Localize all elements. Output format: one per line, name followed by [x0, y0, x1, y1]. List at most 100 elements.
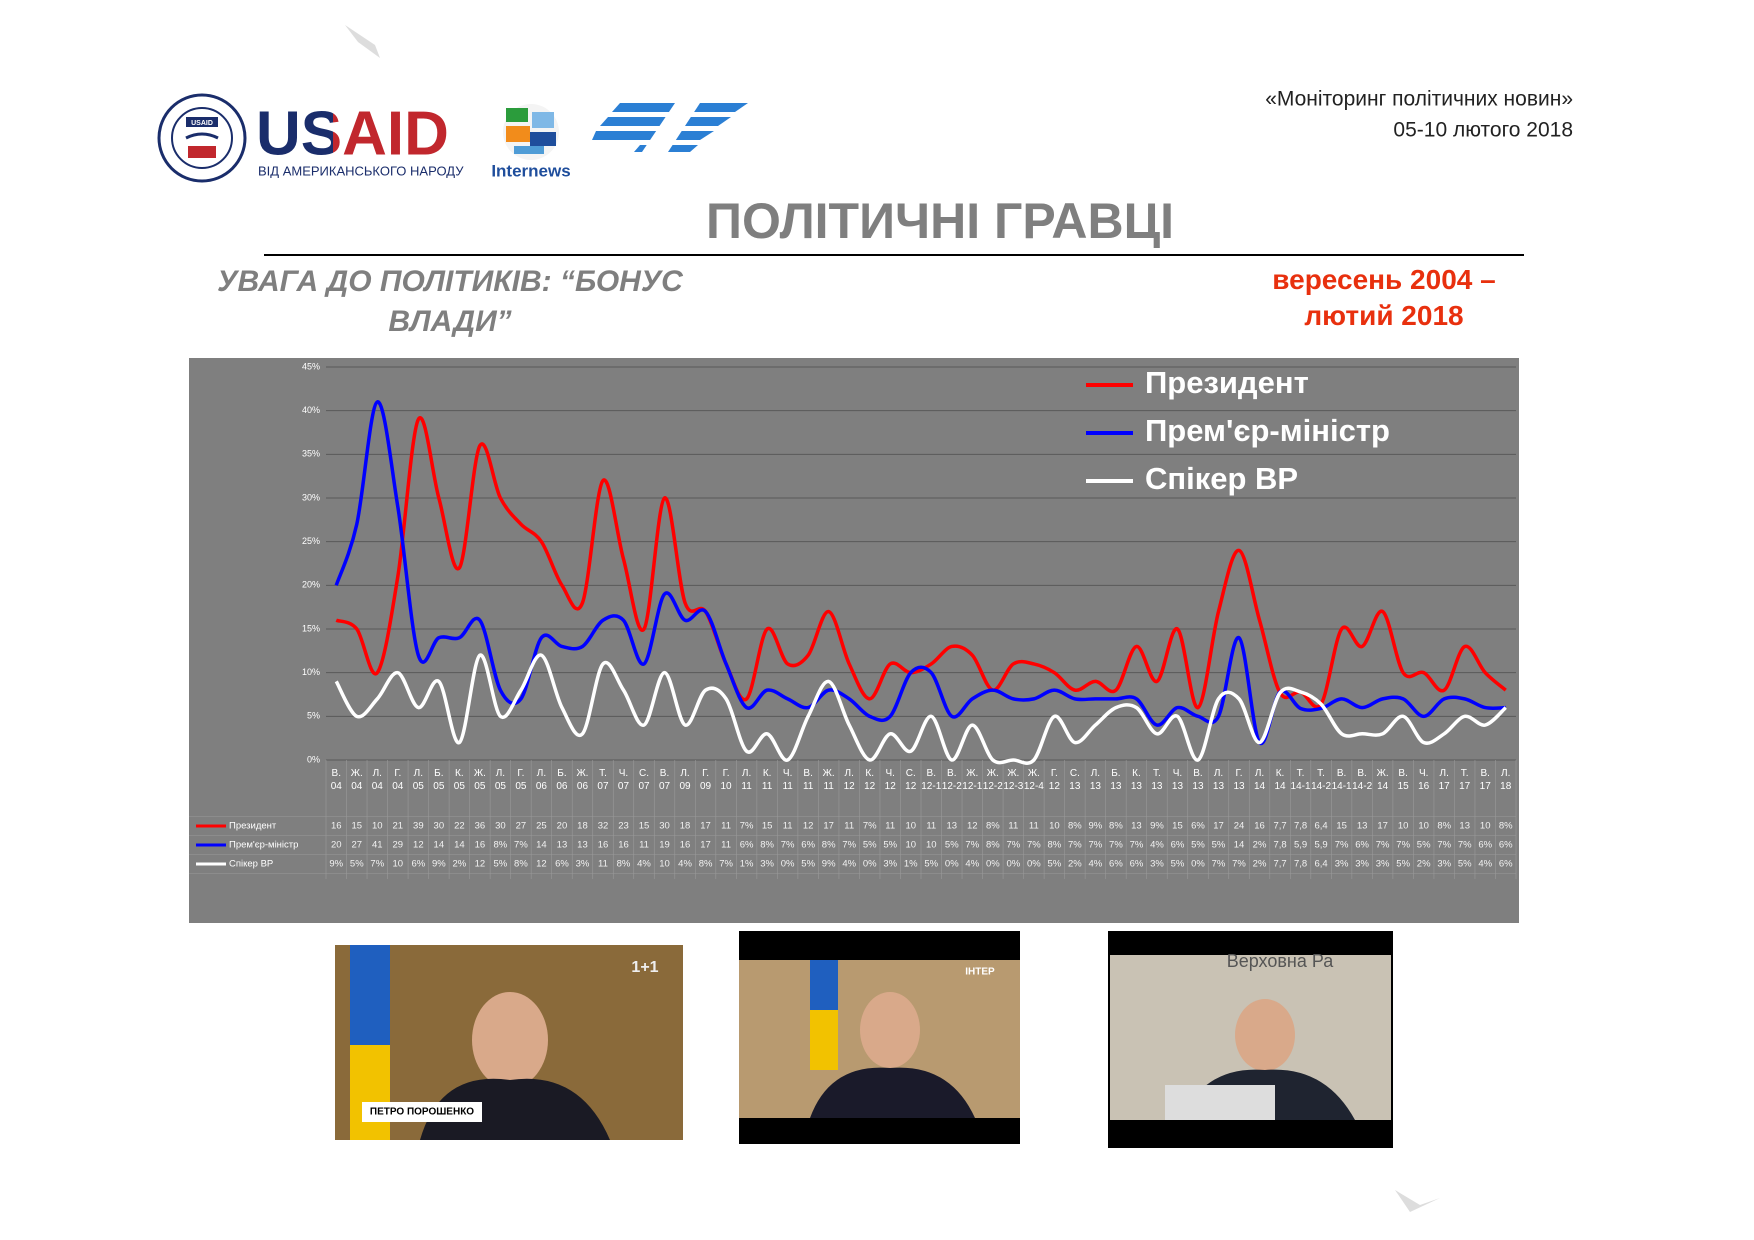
x-tick-label: Ж. 04: [350, 768, 363, 792]
table-value: 11: [721, 821, 731, 832]
table-value: 12: [536, 859, 547, 870]
header-project: «Моніторинг політичних новин»: [1265, 88, 1573, 111]
table-value: 15: [639, 821, 650, 832]
usaid-seal: USAID: [157, 93, 247, 183]
table-value: 11: [783, 821, 793, 832]
table-value: 8%: [986, 840, 1000, 851]
page-title: ПОЛІТИЧНІ ГРАВЦІ: [706, 193, 1174, 249]
table-value: 9%: [1089, 821, 1103, 832]
table-value: 5%: [945, 840, 959, 851]
table-value: 7%: [965, 840, 979, 851]
table-value: 6,4: [1314, 859, 1327, 870]
table-value: 7,8: [1294, 821, 1307, 832]
table-value: 2%: [452, 859, 466, 870]
y-tick-label: 45%: [302, 361, 320, 371]
x-tick-label: Г. 04: [392, 768, 404, 792]
seal-text: USAID: [191, 120, 213, 127]
table-value: 17: [700, 840, 711, 851]
table-value: 10: [372, 821, 383, 832]
table-value: 16: [475, 840, 486, 851]
table-value: 5%: [1047, 859, 1061, 870]
table-value: 7%: [842, 840, 856, 851]
table-value: 11: [1029, 821, 1039, 832]
table-value: 21: [393, 821, 404, 832]
x-tick-label: С. 07: [638, 768, 650, 792]
table-value: 4%: [842, 859, 856, 870]
table-value: 11: [1008, 821, 1018, 832]
table-value: 10: [1049, 821, 1060, 832]
legend-label: Прем'єр-міністр: [1145, 413, 1390, 448]
table-value: 3%: [576, 859, 590, 870]
series-line: [334, 653, 1507, 765]
table-value: 25: [536, 821, 547, 832]
table-value: 15: [351, 821, 362, 832]
table-value: 17: [700, 821, 711, 832]
x-tick-label: Т. 07: [597, 768, 609, 792]
x-tick-label: Л. 13: [1089, 768, 1101, 792]
table-row-label: Спікер ВР: [229, 859, 273, 870]
table-value: 13: [1131, 821, 1142, 832]
table-value: 0%: [781, 859, 795, 870]
table-value: 7%: [1376, 840, 1390, 851]
table-value: 7%: [1109, 840, 1123, 851]
table-value: 6%: [740, 840, 754, 851]
photo-channel: 1+1: [631, 959, 658, 976]
usaid-tagline: ВІД АМЕРИКАНСЬКОГО НАРОДУ: [258, 163, 464, 178]
table-value: 20: [557, 821, 568, 832]
x-tick-label: В. 11: [802, 768, 814, 792]
x-tick-label: Ж. 12-4: [1023, 768, 1044, 792]
table-value: 7%: [719, 859, 733, 870]
table-value: 13: [557, 840, 568, 851]
table-value: 8%: [760, 840, 774, 851]
x-tick-label: К. 11: [761, 768, 773, 792]
table-value: 7%: [1437, 840, 1451, 851]
table-value: 10: [926, 840, 937, 851]
table-value: 0%: [863, 859, 877, 870]
y-tick-label: 20%: [302, 580, 320, 590]
table-value: 5%: [863, 840, 877, 851]
table-value: 6%: [1355, 840, 1369, 851]
x-tick-label: Ж. 12-3: [1003, 768, 1024, 792]
table-value: 15: [762, 821, 773, 832]
photo-caption: ПЕТРО ПОРОШЕНКО: [370, 1107, 474, 1118]
table-value: 7%: [1027, 840, 1041, 851]
table-value: 6%: [1499, 859, 1513, 870]
table-value: 7%: [1458, 840, 1472, 851]
table-value: 24: [1234, 821, 1245, 832]
table-value: 16: [1254, 821, 1265, 832]
table-value: 8%: [1109, 821, 1123, 832]
table-value: 2%: [1068, 859, 1082, 870]
table-value: 41: [372, 840, 383, 851]
table-value: 4%: [637, 859, 651, 870]
stripe-logo: [592, 103, 748, 152]
table-value: 7%: [370, 859, 384, 870]
x-tick-label: В. 12-1: [921, 768, 942, 792]
table-value: 16: [598, 840, 609, 851]
table-value: 36: [475, 821, 486, 832]
x-tick-label: К. 12: [864, 768, 876, 792]
table-value: 7%: [1232, 859, 1246, 870]
table-value: 6%: [555, 859, 569, 870]
decor-arrow: [345, 25, 380, 58]
table-value: 7%: [1396, 840, 1410, 851]
table-value: 1%: [740, 859, 754, 870]
table-value: 2%: [1253, 840, 1267, 851]
table-value: 14: [536, 840, 547, 851]
table-value: 5%: [1212, 840, 1226, 851]
x-tick-label: Л. 09: [679, 768, 691, 792]
table-value: 4%: [678, 859, 692, 870]
table-value: 11: [598, 859, 608, 870]
table-value: 4%: [1150, 840, 1164, 851]
table-value: 6%: [1130, 859, 1144, 870]
table-value: 7,8: [1294, 859, 1307, 870]
table-value: 5%: [494, 859, 508, 870]
table-value: 12: [967, 821, 978, 832]
table-value: 7%: [863, 821, 877, 832]
photo-speaker: Верховна Ра: [1108, 931, 1393, 1148]
table-value: 9%: [822, 859, 836, 870]
table-value: 29: [393, 840, 404, 851]
legend-label: Президент: [1145, 365, 1309, 400]
table-value: 11: [721, 840, 731, 851]
table-value: 5%: [1171, 859, 1185, 870]
